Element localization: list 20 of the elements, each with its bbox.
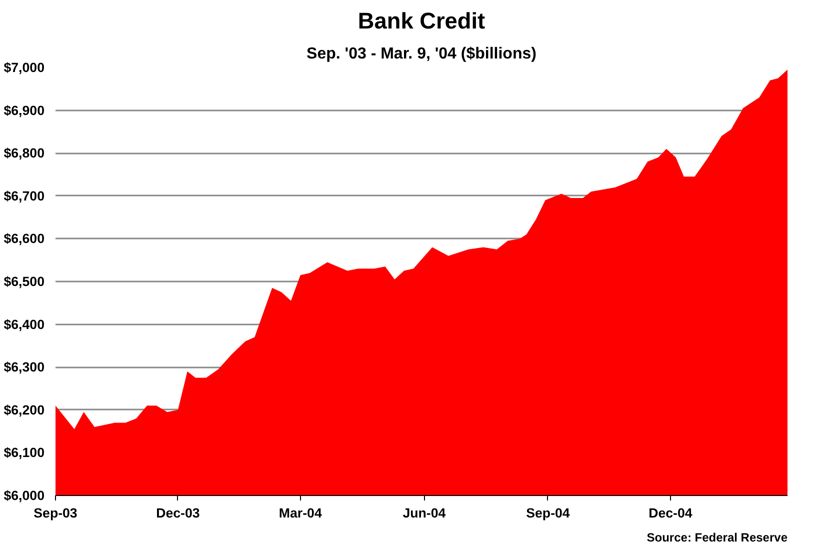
y-tick-label: $6,200 (4, 402, 44, 418)
chart-subtitle: Sep. '03 - Mar. 9, '04 ($billions) (306, 46, 536, 62)
x-tick-label: Dec-03 (156, 506, 200, 520)
x-tick-label: Dec-04 (648, 506, 693, 520)
x-tick-label: Sep-04 (526, 506, 570, 520)
y-tick-label: $6,100 (4, 445, 44, 460)
y-tick-label: $7,000 (4, 60, 44, 75)
y-tick-label: $6,400 (4, 316, 44, 332)
y-tick-label: $6,000 (4, 488, 44, 503)
source-note: Source: Federal Reserve (646, 530, 788, 544)
x-tick-label: Jun-04 (402, 506, 446, 520)
y-tick-label: $6,300 (4, 360, 44, 375)
y-tick-label: $6,600 (4, 231, 44, 246)
x-tick-label: Sep-03 (34, 506, 78, 520)
y-tick-label: $6,700 (4, 188, 44, 204)
y-tick-label: $6,900 (4, 102, 44, 118)
y-tick-label: $6,800 (4, 146, 44, 161)
x-tick-label: Mar-04 (278, 506, 322, 520)
y-tick-label: $6,500 (4, 274, 44, 289)
chart-title: Bank Credit (358, 8, 486, 34)
